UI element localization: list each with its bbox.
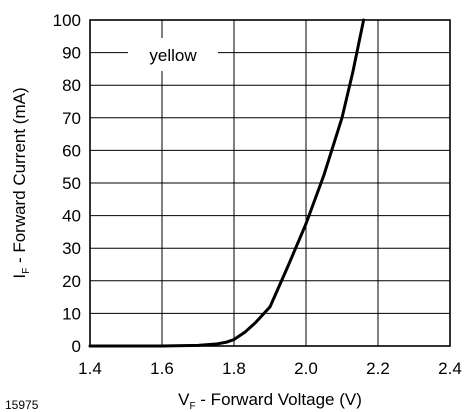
y-tick-label: 80 [62,76,81,95]
y-tick-label: 90 [62,44,81,63]
legend-label-yellow: yellow [149,46,197,65]
y-tick-labels: 0 10 20 30 40 50 60 70 80 90 100 [53,11,81,356]
y-axis-label-symbol: I [10,274,29,279]
y-tick-label: 60 [62,141,81,160]
y-tick-label: 20 [62,272,81,291]
figure-number: 15975 [5,398,39,412]
x-axis-label-text: - Forward Voltage (V) [196,390,362,409]
x-tick-label: 1.4 [78,359,102,378]
data-series [88,18,366,348]
x-axis-label-subscript: F [189,401,195,412]
y-axis-label: IF - Forward Current (mA) [10,87,32,278]
y-tick-label: 0 [72,337,81,356]
x-tick-label: 2.2 [366,359,390,378]
x-axis-label-symbol: V [178,390,190,409]
x-tick-label: 1.8 [222,359,246,378]
y-tick-label: 40 [62,207,81,226]
series-line-yellow [88,18,366,348]
x-tick-label: 1.6 [150,359,174,378]
y-axis-label-text: - Forward Current (mA) [10,87,29,267]
x-tick-label: 2.4 [438,359,462,378]
y-tick-label: 50 [62,174,81,193]
y-tick-label: 70 [62,109,81,128]
plot-frame [89,19,451,347]
x-tick-label: 2.0 [294,359,318,378]
y-tick-label: 10 [62,304,81,323]
y-tick-label: 100 [53,11,81,30]
x-axis-label: VF - Forward Voltage (V) [178,390,362,412]
legend-background [128,38,218,71]
y-axis-label-subscript: F [21,268,32,274]
x-tick-labels: 1.4 1.6 1.8 2.0 2.2 2.4 [78,359,462,378]
y-tick-label: 30 [62,239,81,258]
